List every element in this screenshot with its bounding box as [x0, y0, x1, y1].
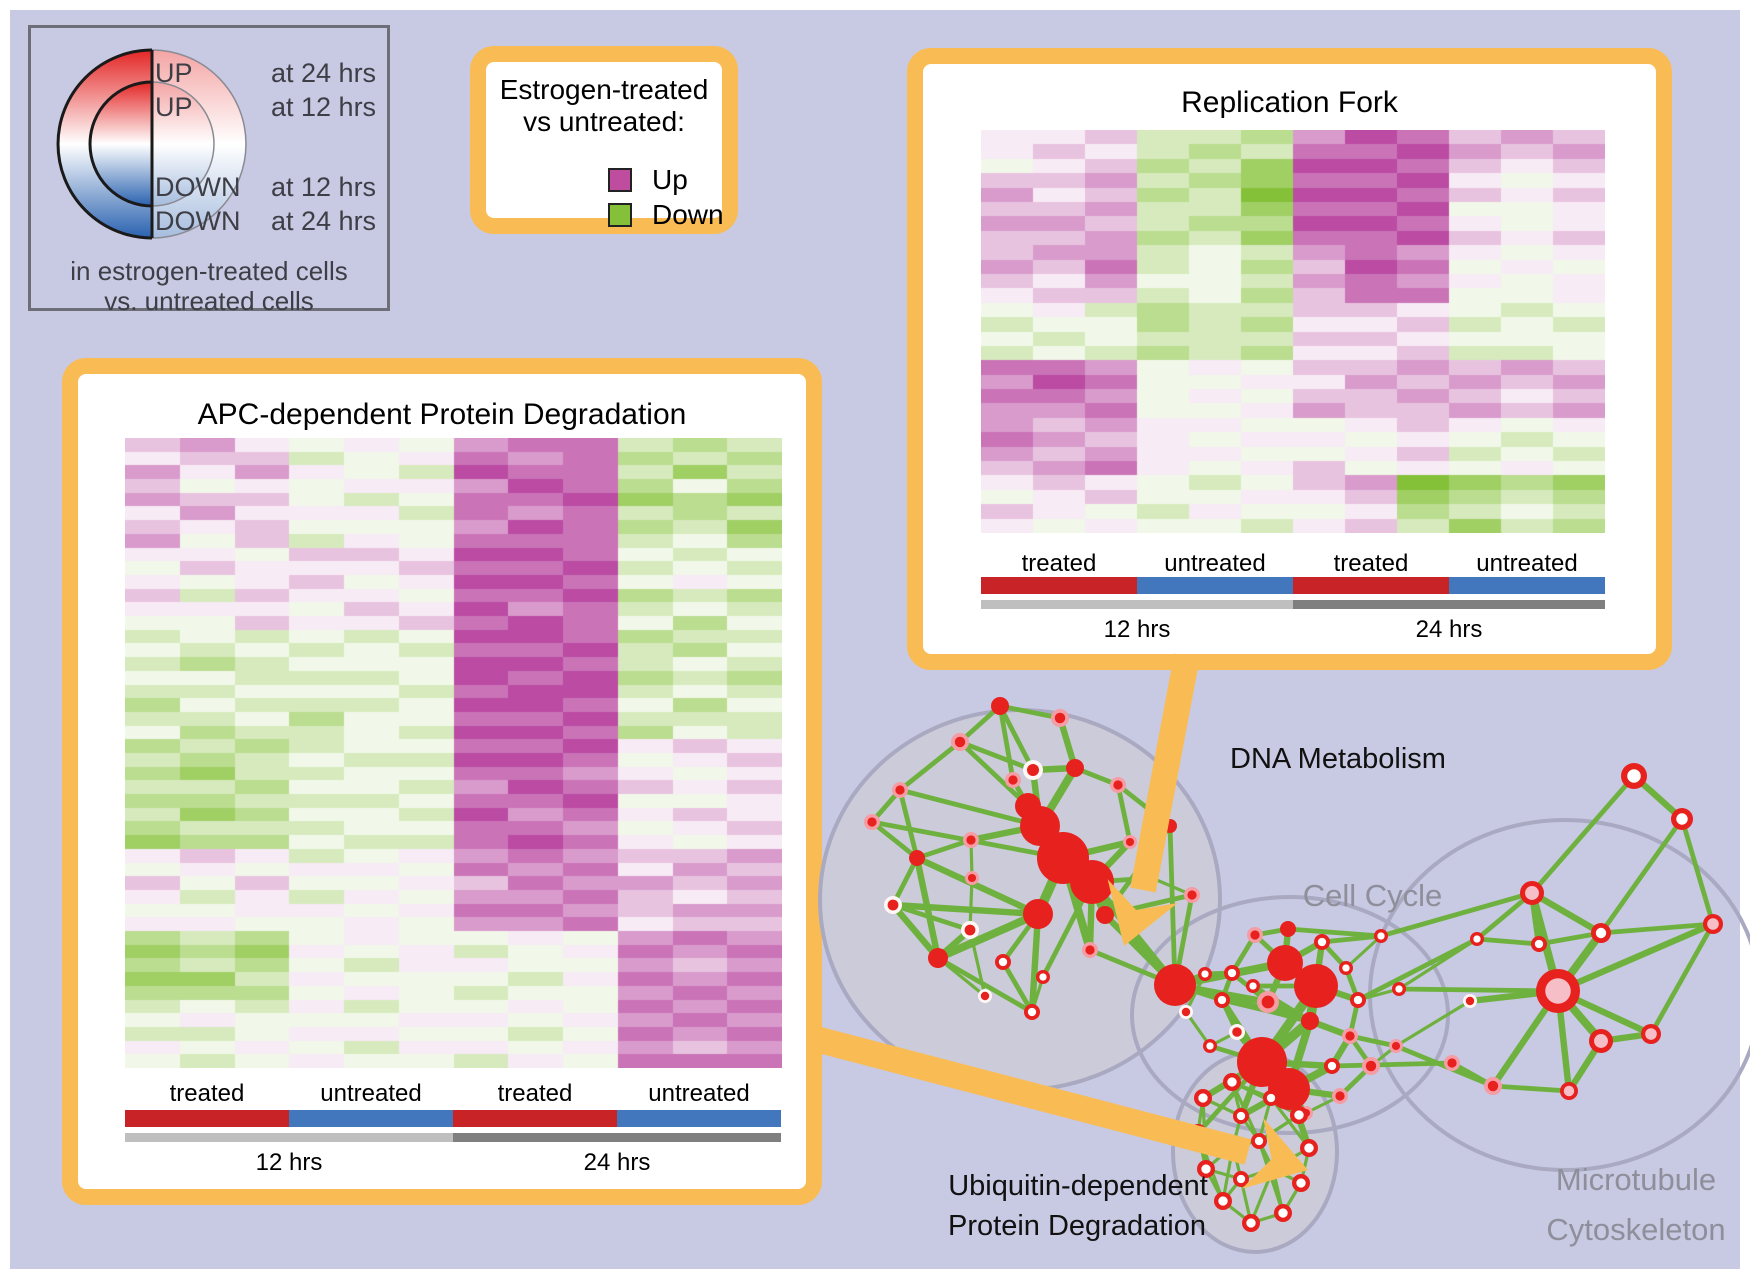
microtubule-label-line2: Cytoskeleton: [1546, 1212, 1726, 1247]
rf-24hr-label: 24 hrs: [1415, 616, 1483, 643]
rf-12hr-label: 12 hrs: [1103, 616, 1171, 643]
ring-label-down-12: DOWN: [155, 172, 241, 202]
replication-fork-title: Replication Fork: [1181, 86, 1398, 119]
down-color-swatch: [608, 203, 632, 227]
rf-12hr-bar: [981, 600, 1293, 609]
updown-legend-title-line1: Estrogen-treated: [499, 74, 709, 105]
inner-left-arc: [88, 80, 153, 208]
updown-legend-title-line2: vs untreated:: [523, 106, 685, 137]
ring-time-down-12: at 12 hrs: [271, 172, 377, 202]
apc-treated-bar-24: [453, 1110, 617, 1127]
ring-time-24: at 24 hrs: [271, 58, 377, 88]
rf-treated-bar-12: [981, 577, 1137, 594]
replication-fork-heatmap: [981, 130, 1605, 533]
ring-legend-box: UP at 24 hrs UP at 12 hrs DOWN at 12 hrs…: [28, 25, 390, 316]
rf-treated-bar-24: [1293, 577, 1449, 594]
apc-untreated-bar-12: [289, 1110, 453, 1127]
ring-label-up-24: UP: [155, 58, 193, 88]
ubiquitin-label-line1: Ubiquitin-dependent: [948, 1170, 1208, 1202]
ring-label-down-24: DOWN: [155, 206, 241, 236]
rf-untreated-bar-12: [1137, 577, 1293, 594]
rf-group-label-3: treated: [1333, 550, 1409, 577]
up-color-swatch: [608, 168, 632, 192]
apc-12hr-bar: [125, 1133, 453, 1142]
rf-group-label-1: treated: [1021, 550, 1097, 577]
apc-group-label-2: untreated: [320, 1080, 422, 1107]
dna-metabolism-label: DNA Metabolism: [1230, 743, 1446, 775]
microtubule-label-line1: Microtubule: [1555, 1162, 1717, 1197]
ubiquitin-label-line2: Protein Degradation: [948, 1210, 1206, 1242]
ring-time-down-24: at 24 hrs: [271, 206, 377, 236]
ring-legend-graphic: [56, 48, 247, 240]
outer-right-arc: [151, 49, 247, 239]
rf-untreated-bar-24: [1449, 577, 1605, 594]
ring-caption-line1: in estrogen-treated cells: [70, 256, 348, 286]
rf-24hr-bar: [1293, 600, 1605, 609]
apc-panel: APC-dependent Protein Degradation treate…: [62, 358, 822, 1205]
apc-untreated-bar-24: [617, 1110, 781, 1127]
ring-caption-line2: vs. untreated cells: [104, 286, 314, 316]
ring-time-12: at 12 hrs: [271, 92, 377, 122]
down-label: Down: [652, 199, 724, 230]
inner-right-arc: [151, 81, 215, 207]
apc-12hr-label: 12 hrs: [255, 1149, 323, 1176]
apc-group-label-4: untreated: [648, 1080, 750, 1107]
replication-fork-panel: Replication Fork treated untreated treat…: [907, 48, 1672, 670]
apc-group-label-3: treated: [497, 1080, 573, 1107]
apc-heatmap: [125, 438, 782, 1068]
faded-right-half-overlay: [152, 50, 246, 238]
outer-left-arc: [56, 48, 153, 240]
apc-title: APC-dependent Protein Degradation: [197, 398, 687, 431]
updown-legend-box: Estrogen-treated vs untreated: Up Down: [470, 46, 738, 234]
apc-24hr-bar: [453, 1133, 781, 1142]
up-label: Up: [652, 164, 688, 195]
ring-label-up-12: UP: [155, 92, 193, 122]
apc-24hr-label: 24 hrs: [583, 1149, 651, 1176]
rf-group-label-4: untreated: [1476, 550, 1578, 577]
cell-cycle-label: Cell Cycle: [1302, 878, 1443, 913]
apc-group-label-1: treated: [169, 1080, 245, 1107]
apc-treated-bar-12: [125, 1110, 289, 1127]
rf-group-label-2: untreated: [1164, 550, 1266, 577]
